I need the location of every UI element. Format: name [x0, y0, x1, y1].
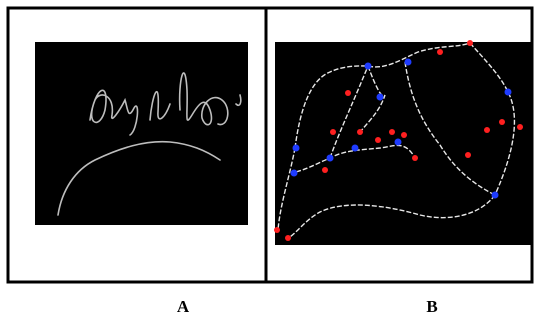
junction-point [365, 63, 372, 70]
junction-point [492, 192, 499, 199]
end-point [401, 132, 407, 138]
end-point [484, 127, 490, 133]
junction-point [505, 89, 512, 96]
end-point [412, 155, 418, 161]
skeleton-image [275, 42, 532, 245]
figure: A B [0, 0, 534, 324]
end-point [499, 119, 505, 125]
junction-point [395, 139, 402, 146]
end-point [330, 129, 336, 135]
end-point [322, 167, 328, 173]
end-point [345, 90, 351, 96]
end-point [437, 49, 443, 55]
panel-a [35, 42, 248, 225]
panel-label: B [426, 297, 437, 316]
signature-image [35, 42, 248, 225]
junction-point [377, 94, 384, 101]
end-point [357, 129, 363, 135]
end-point [465, 152, 471, 158]
end-point [274, 227, 280, 233]
end-point [467, 40, 473, 46]
end-point [389, 129, 395, 135]
junction-point [352, 145, 359, 152]
panel-label: A [177, 297, 190, 316]
junction-point [405, 59, 412, 66]
junction-point [293, 145, 300, 152]
panel-b [274, 40, 532, 245]
end-point [285, 235, 291, 241]
end-point [517, 124, 523, 130]
junction-point [291, 170, 298, 177]
junction-point [327, 155, 334, 162]
end-point [375, 137, 381, 143]
